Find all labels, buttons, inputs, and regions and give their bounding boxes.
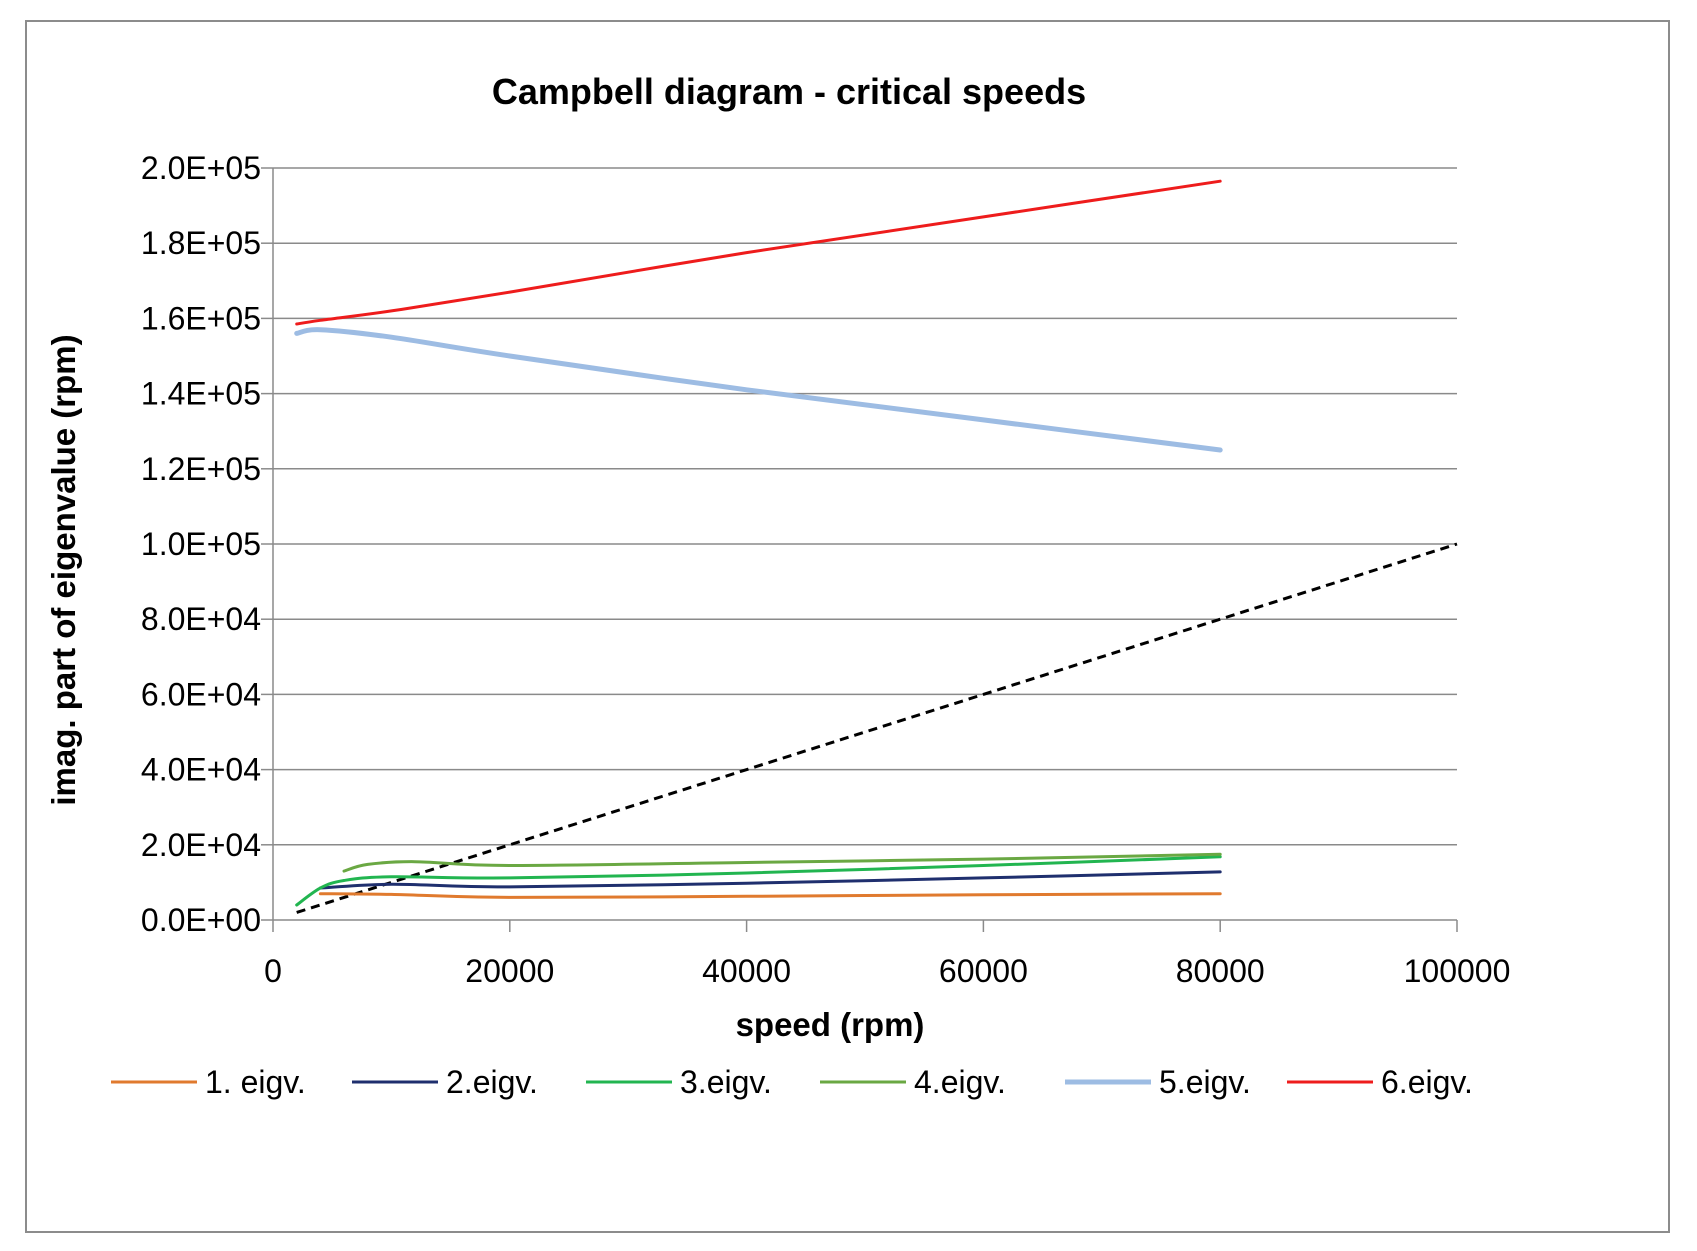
chart-frame: Campbell diagram - critical speeds 0.0E+… <box>25 20 1670 1233</box>
y-tick-labels: 0.0E+00 2.0E+04 4.0E+04 6.0E+04 8.0E+04 1.0E+… <box>141 150 261 938</box>
legend: 1. eigv. 2.eigv. 3.eigv. 4.eigv. 5.eigv. 6.ei… <box>111 1064 1473 1100</box>
legend-label-5: 5.eigv. <box>1159 1064 1251 1100</box>
x-tick-label: 40000 <box>702 953 791 989</box>
x-tick-label: 0 <box>264 953 282 989</box>
series-line-6 <box>295 179 1222 326</box>
series-line-5 <box>294 327 1223 453</box>
legend-label-4: 4.eigv. <box>914 1064 1006 1100</box>
y-tick-label: 2.0E+04 <box>141 827 261 863</box>
y-tick-label: 1.8E+05 <box>141 225 261 261</box>
chart-title: Campbell diagram - critical speeds <box>492 71 1086 112</box>
x-tick-labels: 0 20000 40000 60000 80000 100000 <box>264 953 1510 989</box>
series-line-4 <box>342 852 1222 873</box>
x-tick-label: 60000 <box>939 953 1028 989</box>
x-tick-label: 100000 <box>1404 953 1511 989</box>
y-tick-label: 2.0E+05 <box>141 150 261 186</box>
reference-line-dashed <box>296 542 1458 914</box>
axes <box>272 168 1458 932</box>
legend-label-1: 1. eigv. <box>205 1064 306 1100</box>
series-line-2 <box>318 870 1222 890</box>
legend-label-2: 2.eigv. <box>446 1064 538 1100</box>
y-tick-label: 1.2E+05 <box>141 451 261 487</box>
series-lines <box>294 179 1458 914</box>
y-tick-label: 1.4E+05 <box>141 376 261 412</box>
x-tick-label: 80000 <box>1176 953 1265 989</box>
x-axis-title: speed (rpm) <box>736 1006 925 1043</box>
x-tick-label: 20000 <box>465 953 554 989</box>
legend-label-3: 3.eigv. <box>680 1064 772 1100</box>
y-tick-label: 0.0E+00 <box>141 902 261 938</box>
legend-label-6: 6.eigv. <box>1381 1064 1473 1100</box>
y-tick-label: 6.0E+04 <box>141 676 261 712</box>
campbell-chart: Campbell diagram - critical speeds 0.0E+… <box>45 71 1510 1100</box>
y-tick-label: 8.0E+04 <box>141 601 261 637</box>
y-tick-label: 1.0E+05 <box>141 526 261 562</box>
y-tick-label: 4.0E+04 <box>141 752 261 788</box>
series-line-3 <box>295 855 1222 907</box>
series-line-1 <box>318 892 1222 899</box>
y-tick-label: 1.6E+05 <box>141 300 261 336</box>
grid-lines <box>261 167 1457 921</box>
y-axis-title: imag. part of eigenvalue (rpm) <box>45 334 82 805</box>
